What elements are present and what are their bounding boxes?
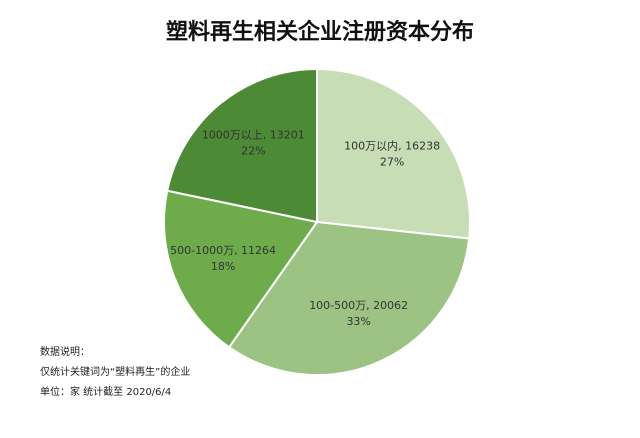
note: 数据说明： [40, 345, 90, 358]
slice-percent: 33% [346, 315, 370, 328]
pie-slice [316, 67, 471, 240]
chart-title: 塑料再生相关企业注册资本分布 [166, 19, 474, 45]
slice-percent: 27% [380, 156, 404, 169]
note: 单位：家 统计截至 2020/6/4 [40, 385, 171, 398]
slice-label: 500-1000万, 11264 [170, 244, 276, 257]
slice-percent: 18% [211, 260, 235, 273]
slice-label: 100万以内, 16238 [344, 139, 440, 153]
slice-label: 1000万以上, 13201 [202, 129, 305, 142]
slice-label: 100-500万, 20062 [309, 299, 408, 312]
pie-slice [227, 220, 471, 376]
pie-slice [163, 189, 319, 349]
pie-slice [166, 67, 318, 224]
slice-percent: 22% [241, 145, 265, 158]
note: 仅统计关键词为“塑料再生”的企业 [40, 365, 190, 378]
